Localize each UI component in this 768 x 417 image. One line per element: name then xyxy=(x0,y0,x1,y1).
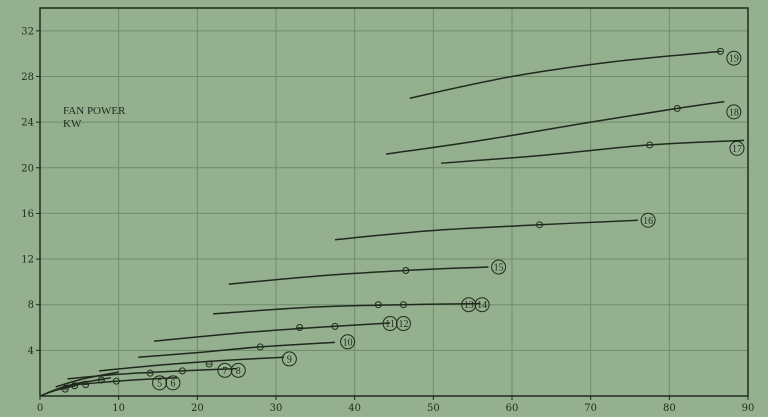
plot-frame xyxy=(39,7,749,397)
operating-point-marker xyxy=(716,47,724,55)
curve-19: 19 xyxy=(409,47,742,99)
x-tick-label: 60 xyxy=(506,403,519,414)
curve-number-label: 19 xyxy=(729,54,739,65)
y-tick-label: 20 xyxy=(21,163,34,174)
curve-line xyxy=(441,139,745,164)
curve-line xyxy=(63,376,178,387)
curve-15: 15 xyxy=(228,259,507,285)
x-tick-label: 80 xyxy=(663,403,676,414)
curve-13-14: 13 14 xyxy=(213,297,490,315)
operating-point-marker xyxy=(296,324,304,332)
curve-number-label: 5 xyxy=(157,378,162,389)
curve-number-circle xyxy=(230,362,246,378)
operating-point-marker xyxy=(256,343,264,351)
curve-number-circle xyxy=(491,259,507,275)
x-tick-label: 70 xyxy=(584,403,597,414)
axis-ticks: 0 10 20 30 40 50 60 70 80 90 4 8 12 16 20 24 28 32 xyxy=(21,26,754,414)
curve-number-circle xyxy=(382,316,398,332)
x-tick-label: 40 xyxy=(348,403,361,414)
y-tick-label: 8 xyxy=(28,300,34,311)
curve-number-circle xyxy=(340,334,356,350)
operating-point-marker xyxy=(178,367,186,375)
curve-number-circle xyxy=(281,351,297,367)
y-axis-label-line-2: KW xyxy=(63,118,82,130)
x-tick-label: 0 xyxy=(37,403,43,414)
curve-number-label: 17 xyxy=(732,144,742,155)
curve-17: 17 xyxy=(441,139,745,164)
curve-number-label: 18 xyxy=(729,107,739,118)
operating-point-marker xyxy=(646,141,654,149)
curve-number-circle xyxy=(152,375,168,391)
curve-line xyxy=(67,367,237,380)
x-tick-label: 50 xyxy=(427,403,440,414)
curve-line xyxy=(55,371,119,388)
operating-point-marker xyxy=(673,104,681,112)
curve-number-circle xyxy=(729,140,745,156)
x-tick-label: 30 xyxy=(270,403,283,414)
operating-point-marker xyxy=(399,301,407,309)
curve-number-label: 13 xyxy=(464,300,474,311)
curve-line xyxy=(409,50,721,99)
curve-number-label: 12 xyxy=(398,319,408,330)
operating-point-marker xyxy=(536,221,544,229)
curve-number-label: 15 xyxy=(494,263,504,274)
curve-line xyxy=(228,266,489,285)
gridlines xyxy=(40,8,748,396)
operating-point-marker xyxy=(402,266,410,274)
curve-number-circle xyxy=(461,297,477,313)
curve-16: 16 xyxy=(334,212,656,241)
curve-number-circle xyxy=(726,50,742,66)
x-tick-label: 90 xyxy=(742,403,755,414)
curve-number-label: 14 xyxy=(477,300,487,311)
y-axis-label-line-1: FAN POWER xyxy=(63,105,126,117)
curve-line xyxy=(98,356,284,372)
curve-number-label: 7 xyxy=(222,366,227,377)
y-tick-label: 12 xyxy=(21,255,34,266)
curve-number-label: 9 xyxy=(287,354,292,365)
y-tick-label: 28 xyxy=(21,72,34,83)
curve-number-label: 6 xyxy=(170,378,175,389)
curve-number-circle xyxy=(640,212,656,228)
operating-point-marker xyxy=(374,301,382,309)
y-tick-label: 24 xyxy=(21,118,34,129)
curve-10: 10 xyxy=(138,334,356,358)
curve-line xyxy=(385,100,725,155)
curve-9: 9 xyxy=(98,351,297,372)
x-tick-label: 10 xyxy=(112,403,125,414)
curve-line xyxy=(334,219,638,241)
curve-number-label: 16 xyxy=(643,216,653,227)
curve-line xyxy=(138,341,336,358)
curve-number-circle xyxy=(726,104,742,120)
curve-number-circle xyxy=(395,316,411,332)
curve-line xyxy=(154,322,391,342)
curve-line xyxy=(213,302,481,315)
y-tick-label: 16 xyxy=(21,209,34,220)
curve-number-circle xyxy=(474,297,490,313)
curve-11-12: 11 12 xyxy=(154,316,411,342)
curve-18: 18 xyxy=(385,100,742,155)
curve-number-label: 8 xyxy=(236,366,241,377)
curve-number-label: 11 xyxy=(385,319,395,330)
operating-point-marker xyxy=(331,322,339,330)
y-tick-label: 4 xyxy=(28,346,34,357)
curve-number-label: 10 xyxy=(343,337,353,348)
curve-number-circle xyxy=(165,375,181,391)
curve-number-circle xyxy=(217,362,233,378)
x-tick-label: 20 xyxy=(191,403,204,414)
y-tick-label: 32 xyxy=(21,26,34,37)
